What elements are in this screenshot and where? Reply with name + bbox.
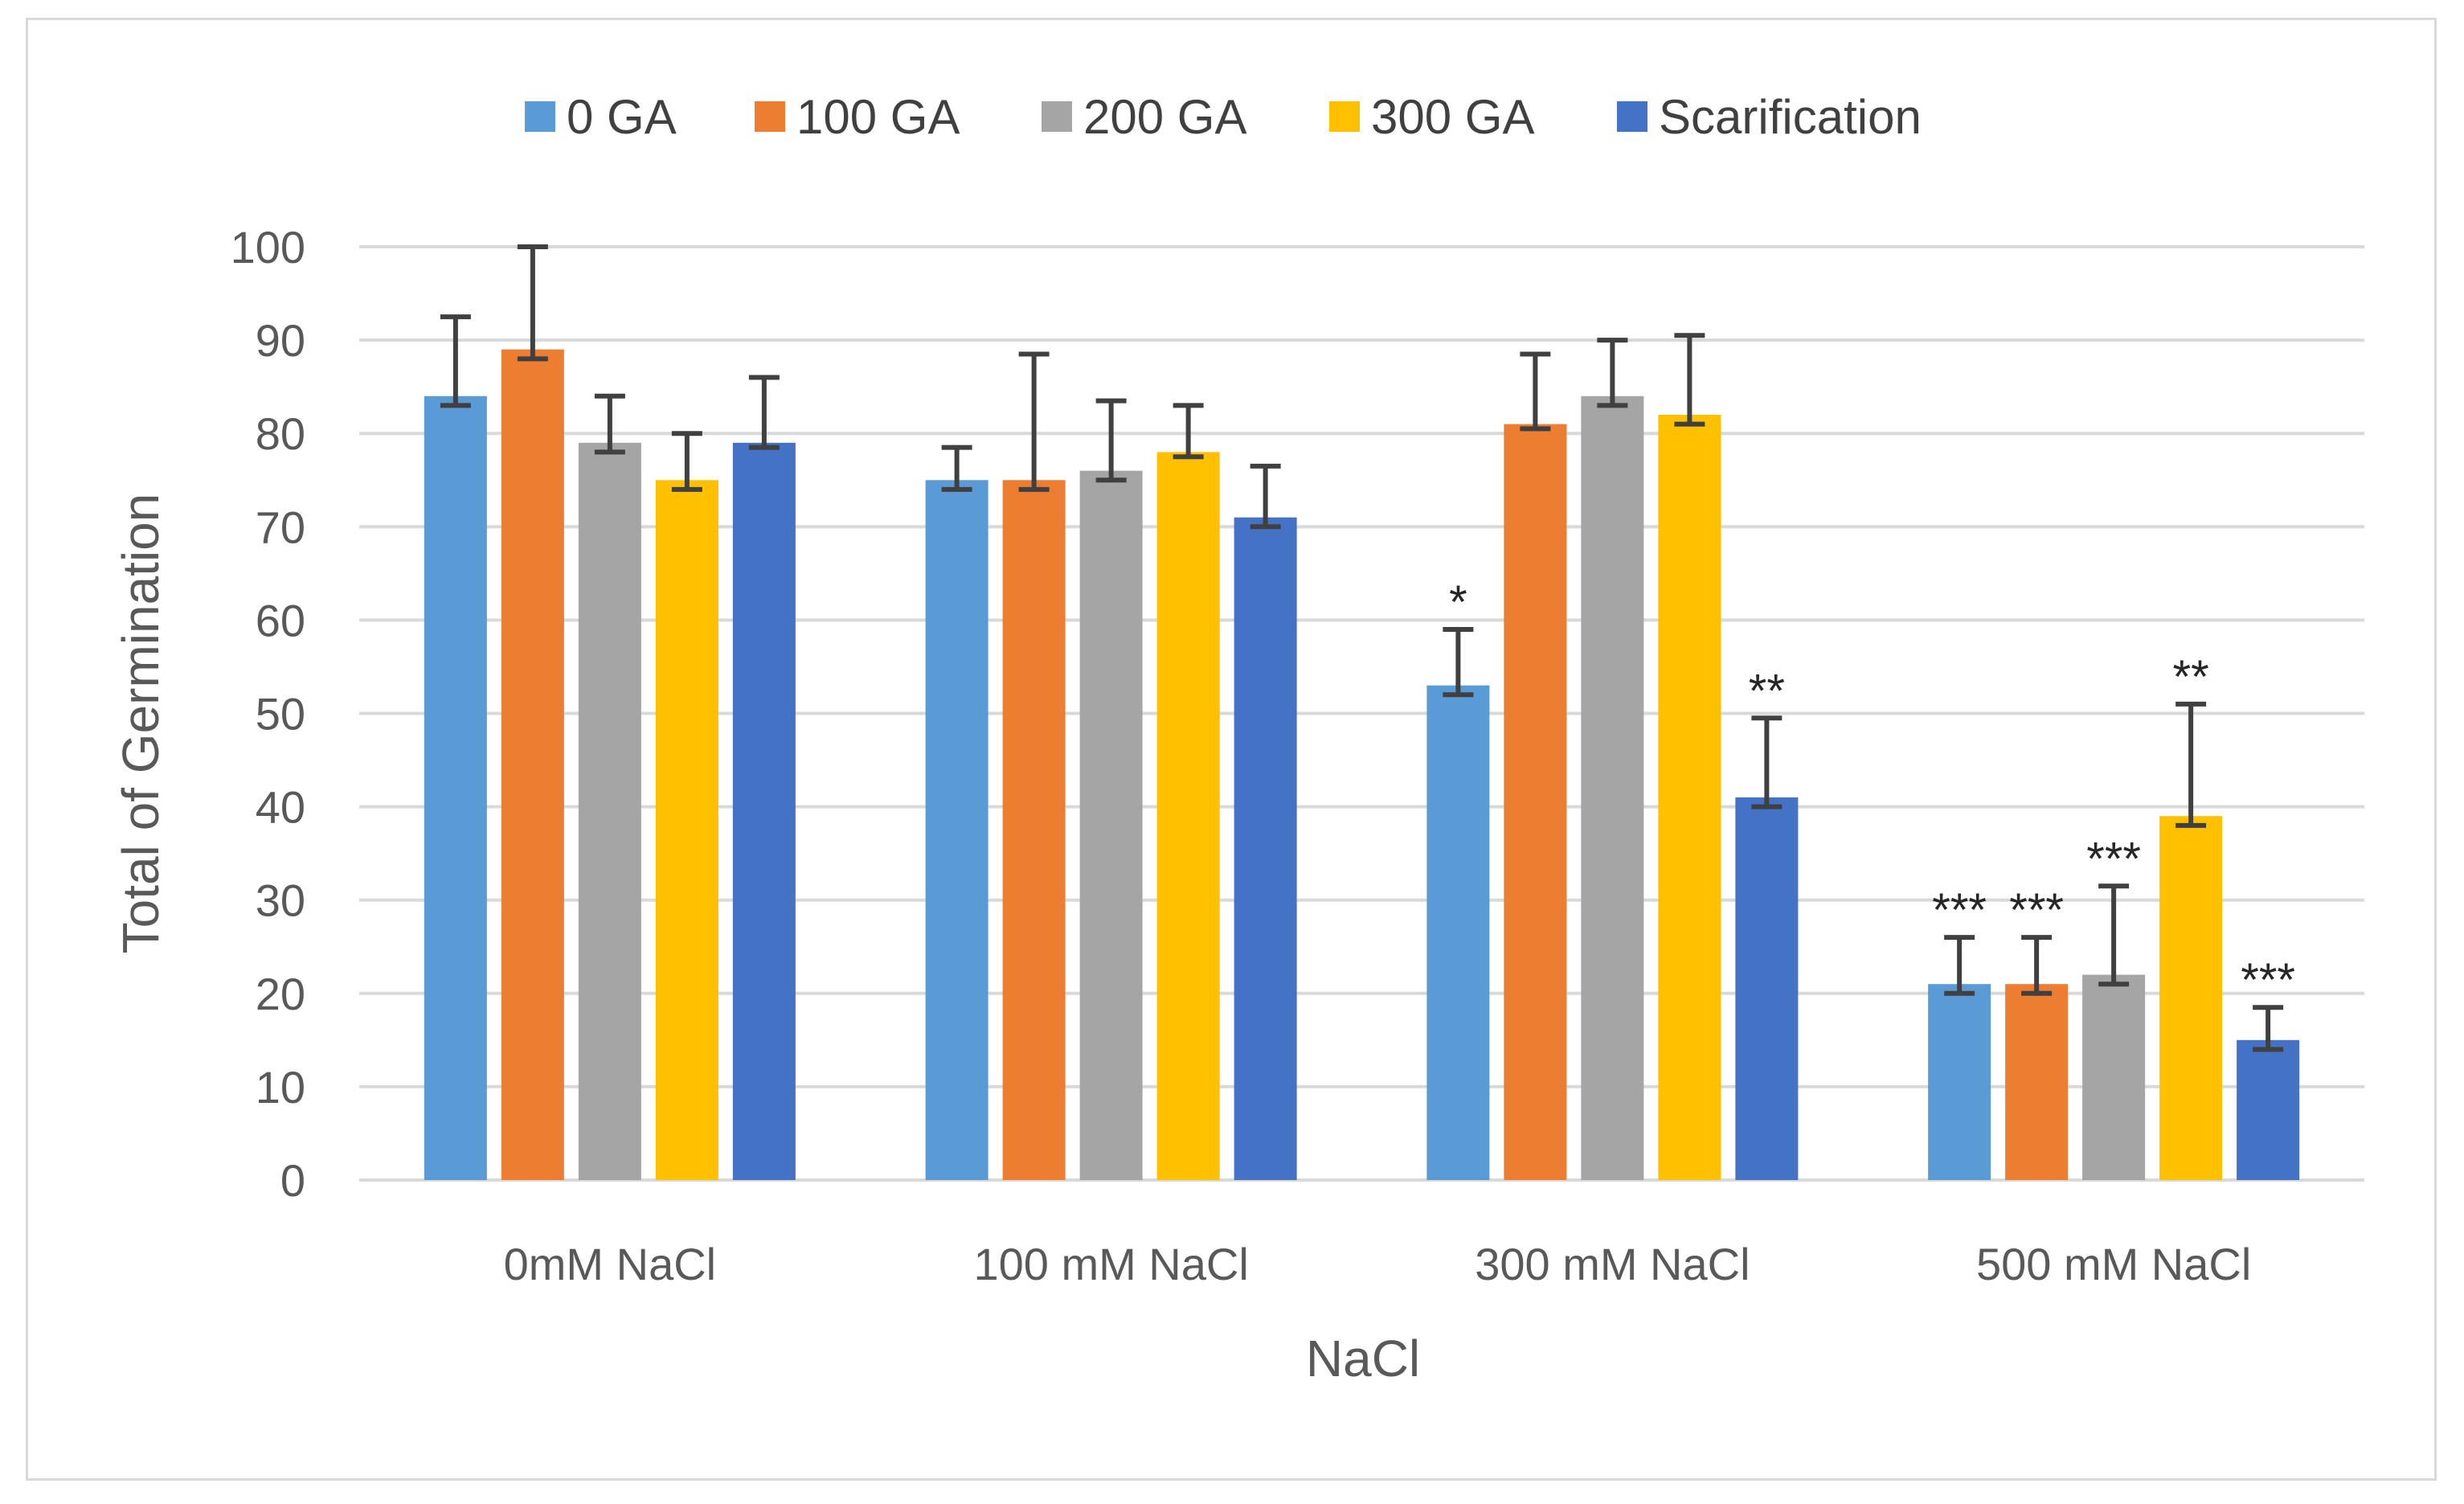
legend-item: 0 GA: [525, 90, 677, 144]
error-bar: [1597, 338, 1628, 408]
x-axis-title: NaCl: [1306, 1330, 1420, 1387]
x-tick-label: 300 mM NaCl: [1475, 1239, 1750, 1289]
bar: [2082, 974, 2146, 1180]
error-bar: [1520, 351, 1551, 432]
x-tick-label: 0mM NaCl: [504, 1239, 716, 1289]
y-tick-label: 30: [256, 875, 305, 926]
y-tick-label: 80: [256, 408, 305, 459]
error-bar: [1018, 351, 1050, 492]
legend-swatch: [1329, 101, 1360, 132]
bar: [1002, 480, 1066, 1180]
error-bar: [1443, 627, 1474, 698]
error-bars: [440, 244, 2284, 1052]
legend-swatch: [755, 101, 785, 132]
legend-swatch: [1617, 101, 1647, 132]
bar: [2005, 984, 2069, 1180]
bar: [424, 395, 487, 1180]
error-bar: [440, 314, 471, 408]
legend-label: 100 GA: [796, 90, 960, 144]
error-bar: [2253, 1005, 2284, 1052]
y-axis-ticks: 0 10 20 30 40 50 60 70 80 90 100: [231, 222, 305, 1206]
bar: [1079, 470, 1143, 1180]
bar: [1234, 517, 1297, 1180]
legend-label: 200 GA: [1083, 90, 1246, 144]
legend-item: Scarification: [1617, 90, 1922, 144]
x-tick-label: 500 mM NaCl: [1976, 1239, 2251, 1289]
bar: [732, 442, 796, 1180]
bar: [1426, 685, 1490, 1180]
error-bar: [517, 244, 548, 362]
significance-label: ***: [1932, 884, 1987, 936]
error-bar: [2021, 935, 2053, 996]
error-bar: [671, 431, 702, 492]
x-axis-ticks: 0mM NaCl 100 mM NaCl 300 mM NaCl 500 mM NaC…: [504, 1239, 2252, 1289]
bar: [2159, 816, 2223, 1180]
bar: [578, 442, 641, 1180]
legend-label: 0 GA: [567, 90, 677, 144]
legend-label: 300 GA: [1371, 90, 1534, 144]
y-tick-label: 0: [280, 1155, 305, 1206]
error-bar: [1095, 398, 1127, 483]
y-axis-title: Total of Germination: [112, 494, 170, 954]
legend-swatch: [525, 101, 555, 132]
bar: [1156, 452, 1220, 1180]
significance-label: ***: [2086, 833, 2141, 885]
significance-label: ***: [2009, 884, 2064, 936]
legend-item: 300 GA: [1329, 90, 1534, 144]
bar: [1504, 424, 1567, 1180]
error-bar: [1250, 463, 1281, 530]
error-bar: [1751, 715, 1783, 809]
legend-item: 100 GA: [755, 90, 960, 144]
error-bar: [1674, 333, 1705, 427]
bar: [1658, 414, 1721, 1180]
significance-label: ***: [2241, 954, 2295, 1006]
significance-labels: ****** ***********: [1449, 576, 2295, 1006]
bars: [424, 349, 2300, 1181]
bar: [1928, 984, 1991, 1180]
legend-swatch: [1042, 101, 1072, 132]
error-bar: [1173, 403, 1204, 460]
y-tick-label: 100: [231, 222, 305, 273]
significance-label: *: [1449, 576, 1467, 629]
y-tick-label: 50: [256, 689, 305, 740]
error-bar: [941, 445, 972, 492]
bar: [501, 349, 564, 1181]
legend-item: 200 GA: [1042, 90, 1246, 144]
x-tick-label: 100 mM NaCl: [973, 1239, 1248, 1289]
bar: [655, 480, 718, 1180]
legend: 0 GA 100 GA 200 GA 300 GA Scarification: [525, 90, 1922, 144]
bar: [925, 480, 988, 1180]
y-tick-label: 20: [256, 969, 305, 1019]
error-bar: [748, 375, 780, 450]
error-bar: [2175, 701, 2207, 828]
error-bar: [594, 393, 625, 455]
legend-label: Scarification: [1659, 90, 1922, 144]
y-tick-label: 10: [256, 1062, 305, 1113]
y-tick-label: 60: [256, 595, 305, 645]
bar: [1735, 797, 1799, 1180]
y-tick-label: 90: [256, 315, 305, 366]
y-tick-label: 40: [256, 782, 305, 833]
error-bar: [1944, 935, 1975, 996]
bar: [2237, 1039, 2300, 1180]
significance-label: **: [2173, 651, 2209, 703]
significance-label: **: [1749, 665, 1785, 717]
y-tick-label: 70: [256, 502, 305, 552]
bar: [1581, 395, 1644, 1180]
error-bar: [2098, 883, 2130, 987]
